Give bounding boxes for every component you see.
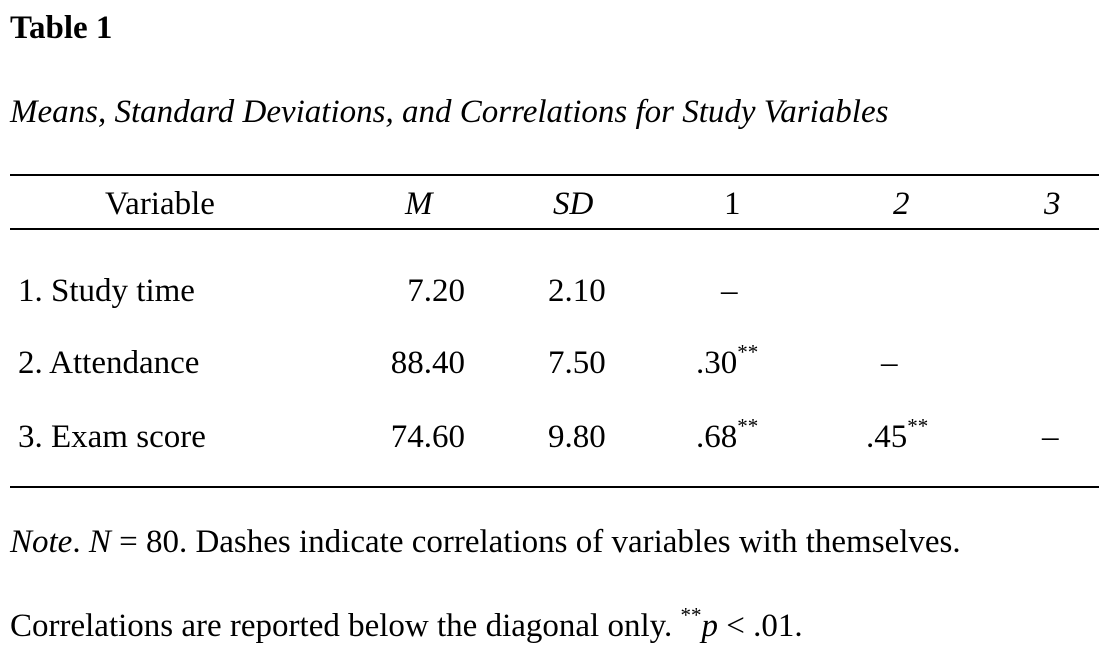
row-2-mean: 88.40 bbox=[390, 345, 465, 381]
row-3-col-3: – bbox=[1042, 419, 1059, 455]
row-2-col-1-value: .30 bbox=[696, 345, 738, 381]
row-3-col-2-significance: ** bbox=[907, 414, 929, 438]
row-3-col-1: .68** bbox=[696, 414, 759, 457]
row-2-col-1-significance: ** bbox=[737, 340, 759, 364]
row-3-variable: 3. Exam score bbox=[18, 419, 206, 455]
row-3-mean: 74.60 bbox=[390, 419, 465, 455]
table-label: Table 1 bbox=[10, 10, 113, 46]
bottom-rule bbox=[10, 486, 1099, 488]
note-label: Note bbox=[10, 524, 73, 560]
top-rule bbox=[10, 174, 1099, 176]
row-1-col-1: – bbox=[721, 273, 738, 309]
row-3-col-2: .45** bbox=[866, 414, 929, 457]
row-3-sd: 9.80 bbox=[548, 419, 606, 455]
row-3-col-1-significance: ** bbox=[737, 414, 759, 438]
note-label-punct: . bbox=[72, 524, 89, 560]
header-col-3: 3 bbox=[1044, 186, 1061, 222]
note-line-1-text: = 80. Dashes indicate correlations of va… bbox=[110, 524, 961, 560]
row-3-col-1-value: .68 bbox=[696, 419, 738, 455]
note-n-symbol: N bbox=[88, 524, 111, 560]
row-1-sd: 2.10 bbox=[548, 273, 606, 309]
row-2-variable: 2. Attendance bbox=[18, 345, 200, 381]
header-col-2: 2 bbox=[893, 186, 910, 222]
note-line-2-text: Correlations are reported below the diag… bbox=[10, 608, 681, 644]
table-note-line-2: Correlations are reported below the diag… bbox=[10, 603, 803, 646]
table-note-line-1: Note. N = 80. Dashes indicate correlatio… bbox=[10, 522, 961, 562]
row-3-col-2-value: .45 bbox=[866, 419, 908, 455]
header-mean: M bbox=[405, 186, 433, 222]
header-rule bbox=[10, 228, 1099, 230]
header-sd: SD bbox=[553, 186, 594, 222]
note-p-symbol: p bbox=[701, 608, 718, 644]
header-variable: Variable bbox=[105, 186, 215, 222]
table-title: Means, Standard Deviations, and Correlat… bbox=[10, 94, 889, 130]
row-2-col-1: .30** bbox=[696, 340, 759, 383]
row-1-variable: 1. Study time bbox=[18, 273, 195, 309]
row-2-col-2: – bbox=[881, 345, 898, 381]
header-col-1: 1 bbox=[724, 186, 741, 222]
row-1-mean: 7.20 bbox=[407, 273, 465, 309]
row-2-sd: 7.50 bbox=[548, 345, 606, 381]
note-sig-marker: ** bbox=[680, 603, 702, 627]
note-p-rest: < .01. bbox=[717, 608, 803, 644]
